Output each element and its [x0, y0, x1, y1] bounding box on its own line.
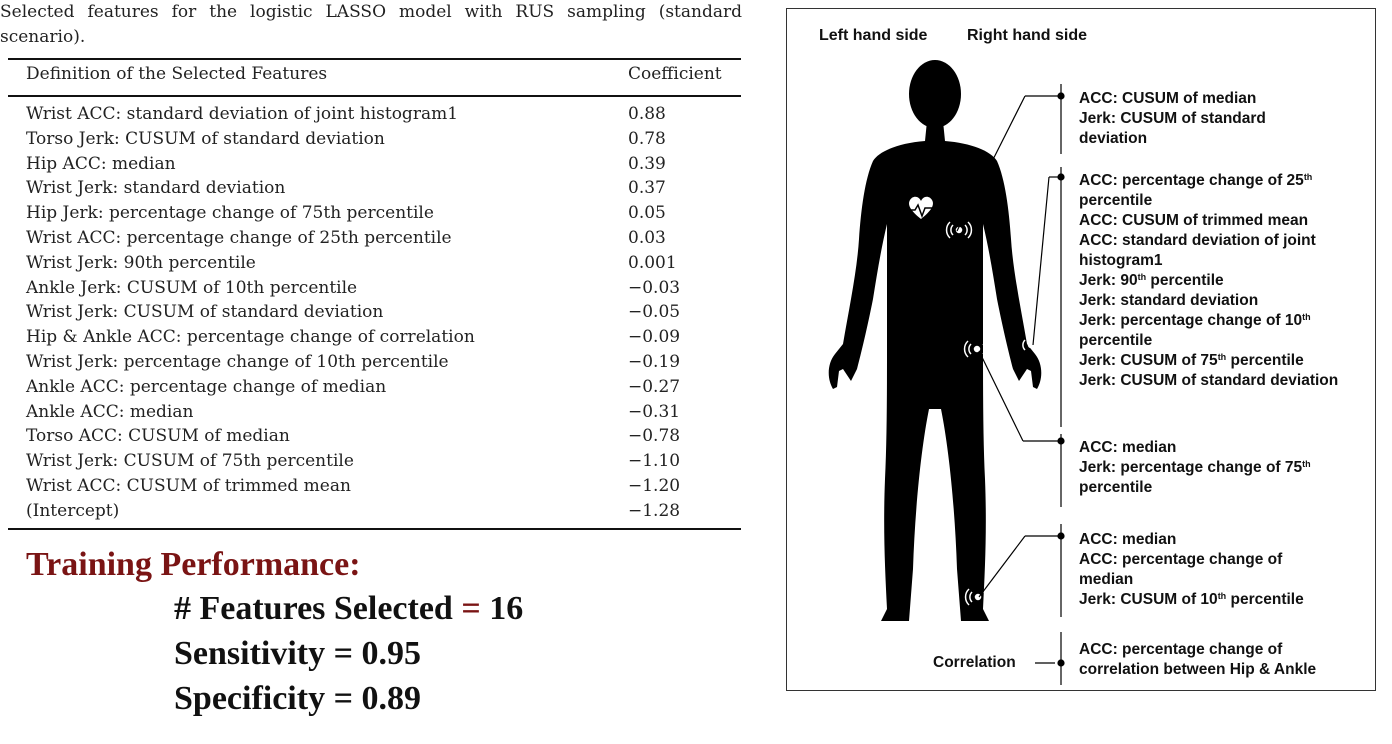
features-selected-value: 16 [489, 590, 524, 627]
coefficient-value: 0.05 [628, 203, 666, 224]
left-hand-side-label: Left hand side [819, 27, 928, 44]
table-row: Torso Jerk: CUSUM of standard deviation 0… [0, 127, 742, 152]
table-row: Wrist ACC: standard deviation of joint h… [0, 102, 742, 127]
wrist-sensor-icon [1022, 339, 1040, 351]
specificity-line: Specificity = 0.89 [174, 680, 421, 717]
features-selected-equals: = [461, 590, 481, 627]
feature-definition: Wrist Jerk: standard deviation [26, 178, 286, 199]
feature-definition: Wrist ACC: CUSUM of trimmed mean [26, 476, 351, 496]
coefficient-value: 0.39 [628, 153, 666, 174]
torso-sensor-icon [945, 221, 973, 239]
table-row: Hip Jerk: percentage change of 75th perc… [0, 201, 742, 226]
table-caption: Selected features for the logistic LASSO… [0, 2, 742, 47]
table-row: Wrist Jerk: CUSUM of standard deviation −… [0, 300, 742, 325]
features-selected-label: # Features Selected [174, 590, 453, 627]
leader-lines [956, 84, 1065, 685]
coefficient-value: −0.03 [628, 277, 681, 298]
coefficient-value: −1.28 [628, 500, 681, 521]
coefficient-value: 0.78 [628, 128, 666, 149]
feature-definition: Hip ACC: median [26, 153, 176, 174]
table-top-rule [8, 58, 741, 60]
table-header-rule [8, 95, 741, 97]
hip-sensor-icon [963, 340, 991, 358]
training-performance-title: Training Performance: [26, 546, 361, 583]
table-row: Ankle ACC: percentage change of median −0… [0, 375, 742, 400]
coefficient-value: −0.09 [628, 327, 681, 348]
feature-definition: Wrist Jerk: 90th percentile [26, 252, 256, 273]
feature-definition: Ankle ACC: median [26, 401, 194, 422]
body-silhouette [828, 60, 1042, 621]
feature-definition: Hip Jerk: percentage change of 75th perc… [26, 203, 434, 224]
feature-definition: Torso ACC: CUSUM of median [26, 426, 290, 447]
feature-definition: Wrist ACC: standard deviation of joint h… [26, 104, 459, 124]
right-hand-side-label: Right hand side [967, 27, 1087, 44]
table-row: (Intercept) −1.28 [0, 499, 742, 524]
correlation-annotation: ACC: percentage change of correlation be… [1079, 641, 1317, 678]
coefficient-value: −1.10 [628, 451, 681, 472]
heart-rate-icon [908, 196, 934, 219]
feature-definition: (Intercept) [26, 500, 120, 521]
feature-definition: Wrist ACC: percentage change of 25th per… [26, 228, 452, 248]
table-row: Wrist Jerk: standard deviation 0.37 [0, 176, 742, 201]
wrist-annotation: ACC: percentage change of 25th percentil… [1079, 172, 1339, 389]
torso-annotation: ACC: CUSUM of median Jerk: CUSUM of stan… [1079, 90, 1266, 147]
sensitivity-line: Sensitivity = 0.95 [174, 635, 421, 672]
feature-definition: Ankle Jerk: CUSUM of 10th percentile [26, 277, 358, 298]
human-silhouette [828, 60, 1065, 685]
table-row: Wrist Jerk: percentage change of 10th pe… [0, 350, 742, 375]
header-definition: Definition of the Selected Features [26, 64, 328, 84]
table-row: Wrist Jerk: 90th percentile 0.001 [0, 251, 742, 276]
feature-definition: Wrist Jerk: CUSUM of standard deviation [26, 302, 384, 323]
feature-definition: Ankle ACC: percentage change of median [26, 376, 387, 397]
ankle-annotation: ACC: median ACC: percentage change of me… [1079, 531, 1304, 608]
feature-definition: Wrist Jerk: CUSUM of 75th percentile [26, 451, 354, 472]
coefficient-value: 0.001 [628, 252, 677, 273]
correlation-label: Correlation [933, 654, 1016, 671]
table-row: Ankle Jerk: CUSUM of 10th percentile −0.0… [0, 276, 742, 301]
table-row: Hip ACC: median 0.39 [0, 152, 742, 177]
table-row: Wrist ACC: percentage change of 25th per… [0, 226, 742, 251]
coefficient-value: −0.19 [628, 352, 681, 372]
coefficient-value: −0.27 [628, 376, 681, 397]
table-row: Wrist ACC: CUSUM of trimmed mean −1.20 [0, 474, 742, 499]
table-row: Wrist Jerk: CUSUM of 75th percentile −1.1… [0, 449, 742, 474]
header-coefficient: Coefficient [628, 64, 722, 84]
coefficient-value: 0.88 [628, 104, 666, 124]
coefficient-value: 0.37 [628, 178, 666, 199]
coefficient-value: −0.78 [628, 426, 681, 447]
hip-annotation: ACC: median Jerk: percentage change of 7… [1079, 439, 1311, 496]
coefficient-value: −0.31 [628, 401, 681, 422]
coefficient-value: −1.20 [628, 476, 681, 496]
table-bottom-rule [8, 528, 741, 530]
table-row: Torso ACC: CUSUM of median −0.78 [0, 424, 742, 449]
coefficient-value: −0.05 [628, 302, 681, 323]
ankle-sensor-icon [964, 588, 992, 606]
table-row: Hip & Ankle ACC: percentage change of co… [0, 325, 742, 350]
feature-definition: Hip & Ankle ACC: percentage change of co… [26, 327, 475, 348]
feature-definition: Wrist Jerk: percentage change of 10th pe… [26, 352, 449, 372]
feature-definition: Torso Jerk: CUSUM of standard deviation [26, 128, 385, 149]
features-selected-line: # Features Selected = 16 [174, 590, 523, 628]
sensor-body-figure: Left hand side Right hand side Correlati… [786, 8, 1376, 691]
coefficient-value: 0.03 [628, 228, 666, 248]
table-row: Ankle ACC: median −0.31 [0, 400, 742, 425]
